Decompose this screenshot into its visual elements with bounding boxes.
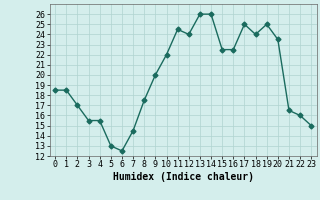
X-axis label: Humidex (Indice chaleur): Humidex (Indice chaleur) [113, 172, 254, 182]
